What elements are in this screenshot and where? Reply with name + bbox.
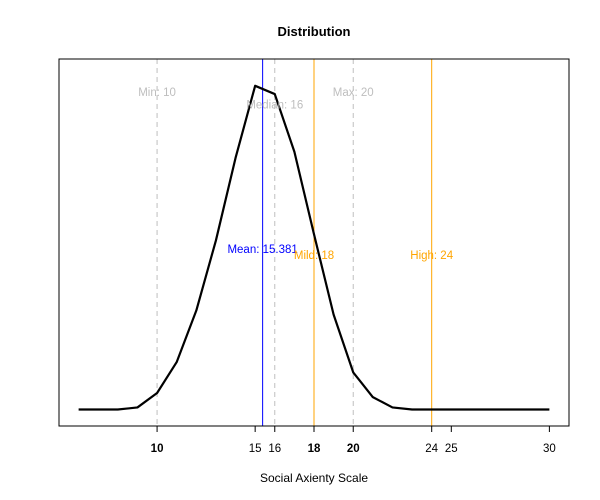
reference-line-label: Min: 10 [138,87,176,99]
reference-line-label: Max: 20 [333,87,374,99]
x-tick-label: 18 [308,443,321,455]
density-curve [78,84,550,411]
annotations: Min: 10 Median: 16 Max: 20 Mean: 15.381Mild… [138,87,453,262]
x-tick-label: 30 [543,443,556,455]
x-axis-label: Social Axienty Scale [260,471,368,485]
x-tick-label: 20 [347,443,360,455]
x-tick-label: 24 [425,443,438,455]
chart-title: Distribution [278,24,351,39]
x-axis: 10 15 16 18 20 24 25 30 [151,426,556,455]
x-tick-label: 15 [249,443,262,455]
x-tick-label: 25 [445,443,458,455]
reference-line-label: High: 24 [410,250,453,262]
reference-line-label: Mean: 15.381 [227,244,297,256]
reference-line-label: Median: 16 [246,99,303,111]
x-tick-label: 16 [268,443,281,455]
x-tick-label: 10 [151,443,164,455]
reference-line-label: Mild: 18 [294,250,334,262]
reference-lines [156,59,433,426]
